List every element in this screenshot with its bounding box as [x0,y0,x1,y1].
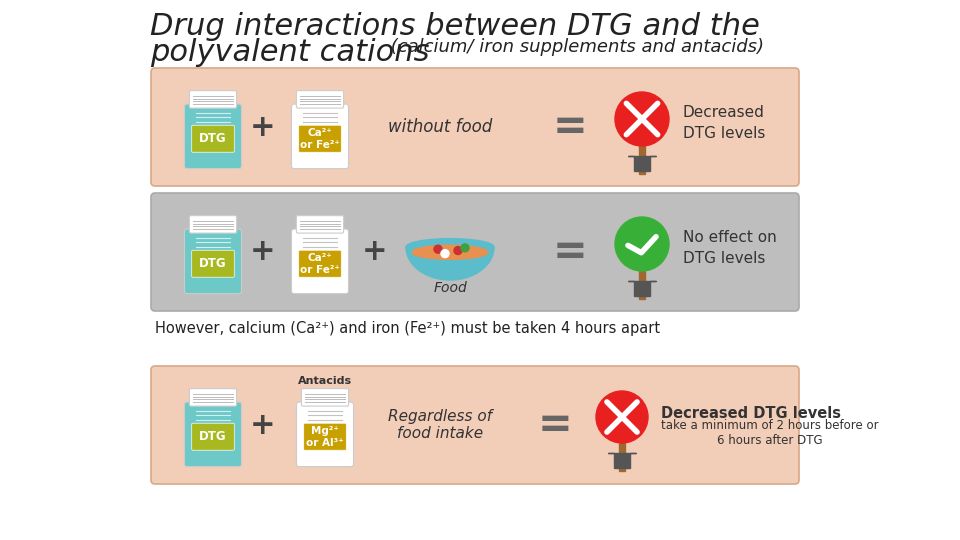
FancyBboxPatch shape [192,125,234,152]
Bar [639,146,645,174]
FancyBboxPatch shape [151,366,799,484]
Text: DTG: DTG [199,257,227,270]
Text: No effect on
DTG levels: No effect on DTG levels [683,230,777,266]
FancyBboxPatch shape [184,229,242,294]
Circle shape [454,247,462,254]
Circle shape [461,244,469,252]
Circle shape [441,249,449,258]
Text: +: + [251,410,276,440]
Bar [619,443,625,471]
Text: =: = [553,106,588,148]
Text: +: + [251,238,276,267]
Ellipse shape [406,239,494,255]
FancyBboxPatch shape [292,104,348,168]
FancyBboxPatch shape [151,68,799,186]
FancyBboxPatch shape [297,91,344,108]
Text: +: + [362,238,388,267]
Text: However, calcium (Ca²⁺) and iron (Fe²⁺) must be taken 4 hours apart: However, calcium (Ca²⁺) and iron (Fe²⁺) … [155,321,660,336]
FancyBboxPatch shape [297,215,344,233]
Text: Ca²⁺
or Fe²⁺: Ca²⁺ or Fe²⁺ [300,128,340,150]
Text: DTG: DTG [199,430,227,443]
Circle shape [434,245,442,253]
Ellipse shape [412,245,488,259]
FancyBboxPatch shape [299,125,342,152]
Polygon shape [628,281,656,296]
FancyBboxPatch shape [303,423,347,450]
FancyBboxPatch shape [292,229,348,294]
Text: =: = [553,231,588,273]
Text: Drug interactions between DTG and the: Drug interactions between DTG and the [150,12,760,41]
Text: polyvalent cations: polyvalent cations [150,38,429,67]
Text: Mg²⁺
or Al³⁺: Mg²⁺ or Al³⁺ [306,426,344,448]
Text: +: + [251,112,276,141]
Text: =: = [538,404,572,446]
Text: DTG: DTG [199,132,227,145]
Text: take a minimum of 2 hours before or
6 hours after DTG: take a minimum of 2 hours before or 6 ho… [661,419,878,447]
FancyBboxPatch shape [192,423,234,450]
Circle shape [615,217,669,271]
FancyBboxPatch shape [184,402,242,467]
FancyBboxPatch shape [189,91,236,108]
FancyBboxPatch shape [301,389,348,406]
FancyBboxPatch shape [299,250,342,277]
FancyBboxPatch shape [297,402,353,467]
FancyBboxPatch shape [184,104,242,168]
FancyBboxPatch shape [151,193,799,311]
Text: Regardless of
food intake: Regardless of food intake [388,409,492,441]
Text: Antacids: Antacids [298,376,352,386]
FancyBboxPatch shape [192,250,234,277]
Polygon shape [608,453,636,468]
Polygon shape [628,156,656,171]
Text: Decreased
DTG levels: Decreased DTG levels [683,105,765,141]
Text: Ca²⁺
or Fe²⁺: Ca²⁺ or Fe²⁺ [300,253,340,274]
Circle shape [615,92,669,146]
Bar [639,271,645,299]
Text: Food: Food [433,281,467,295]
Text: (calcium/ iron supplements and antacids): (calcium/ iron supplements and antacids) [385,38,764,56]
Text: Decreased DTG levels: Decreased DTG levels [661,406,841,421]
FancyBboxPatch shape [189,389,236,406]
Polygon shape [406,247,494,280]
FancyBboxPatch shape [189,215,236,233]
Circle shape [596,391,648,443]
Text: without food: without food [388,118,492,136]
